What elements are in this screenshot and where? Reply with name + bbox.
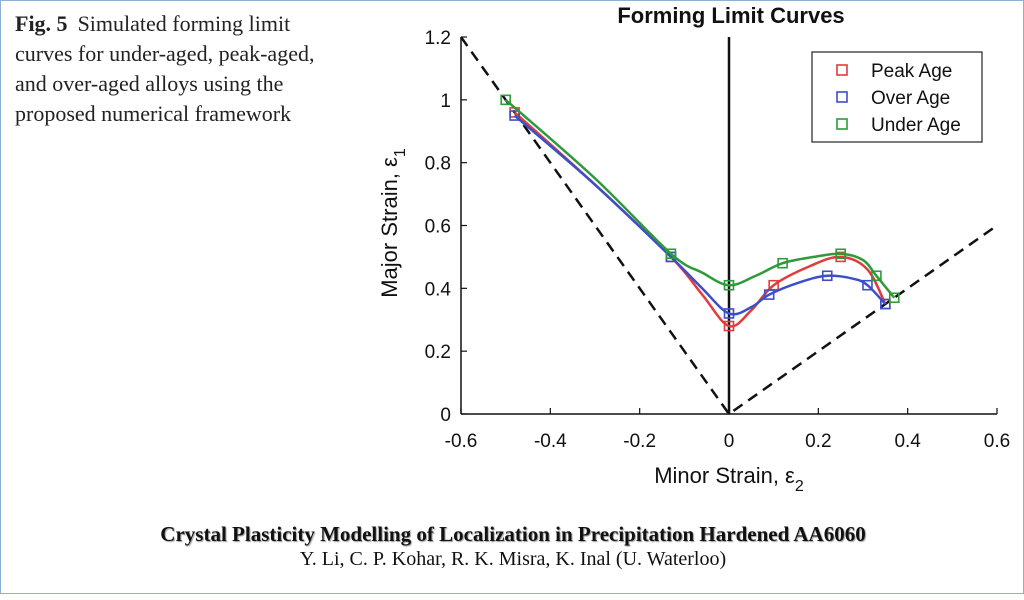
data-point-under-age <box>500 94 511 106</box>
series-line-under-age <box>504 98 896 299</box>
data-point-over-age <box>880 298 891 310</box>
x-tick-label: -0.6 <box>445 431 478 452</box>
legend-marker-under-age <box>836 118 848 130</box>
legend-box <box>811 51 983 143</box>
y-axis-label: Major Strain, ε1 <box>377 148 409 298</box>
figure-caption: Fig. 5 Simulated forming limit curves for… <box>15 9 315 129</box>
x-axis-label-subscript: 2 <box>795 478 804 495</box>
figure-caption-text: Simulated forming limit curves for under… <box>15 11 315 126</box>
legend-label-over-age: Over Age <box>871 88 950 109</box>
x-axis-label: Minor Strain, ε2 <box>654 463 804 495</box>
footer-authors: Y. Li, C. P. Kohar, R. K. Misra, K. Inal… <box>299 548 727 570</box>
x-tick-label: 0.6 <box>984 431 1010 452</box>
data-point-peak-age <box>723 320 735 332</box>
footer-title: Crystal Plasticity Modelling of Localiza… <box>160 522 866 546</box>
slide-footer: Crystal Plasticity Modelling of Localiza… <box>1 521 1023 571</box>
y-tick-label: 0.4 <box>425 279 452 300</box>
data-point-under-age <box>665 248 677 260</box>
data-point-over-age <box>723 308 735 319</box>
y-tick-label: 1 <box>440 91 451 112</box>
legend-label-peak-age: Peak Age <box>871 61 952 82</box>
data-point-under-age <box>835 248 846 260</box>
x-tick-label: 0 <box>724 431 735 452</box>
y-tick-label: 0 <box>440 405 451 426</box>
legend: Peak Age Over Age Under Age <box>811 51 983 143</box>
y-tick-label: 0.2 <box>425 342 451 363</box>
y-tick-label: 0.8 <box>425 154 451 175</box>
y-tick-label: 1.2 <box>425 28 451 49</box>
data-point-over-age <box>862 279 873 291</box>
y-axis-label-subscript: 1 <box>392 148 409 157</box>
series-line-over-age <box>513 114 887 316</box>
data-point-under-age <box>871 270 882 282</box>
x-tick-label: -0.2 <box>623 431 656 452</box>
data-point-under-age <box>777 257 788 269</box>
x-tick-label: 0.2 <box>805 431 831 452</box>
data-point-over-age <box>763 289 775 300</box>
forming-limit-chart: -0.6 -0.4 -0.2 0 0.2 0.4 0.6 0 0.2 0.4 0.6 0.8 1 1.2 F… <box>377 3 1010 495</box>
data-point-over-age <box>821 270 833 282</box>
legend-marker-peak-age <box>836 64 848 76</box>
series-line-peak-age <box>513 111 887 328</box>
chart-title: Forming Limit Curves <box>617 3 844 28</box>
legend-marker-over-age <box>836 91 848 103</box>
plot-area: -0.6 -0.4 -0.2 0 0.2 0.4 0.6 0 0.2 0.4 0.6 0.8 1 1.2 F… <box>377 3 1010 495</box>
x-axis-label-text: Minor Strain, ε <box>654 463 795 488</box>
y-axis-label-text: Major Strain, ε <box>377 157 402 298</box>
data-point-over-age <box>509 110 520 121</box>
y-tick-label: 0.6 <box>425 217 451 238</box>
strain-path-dashed-line <box>459 36 998 416</box>
x-tick-label: 0.4 <box>894 431 921 452</box>
data-point-under-age <box>888 292 900 304</box>
legend-label-under-age: Under Age <box>871 115 961 136</box>
x-tick-label: -0.4 <box>534 431 567 452</box>
data-point-under-age <box>723 279 735 291</box>
figure-label: Fig. 5 <box>15 11 68 36</box>
